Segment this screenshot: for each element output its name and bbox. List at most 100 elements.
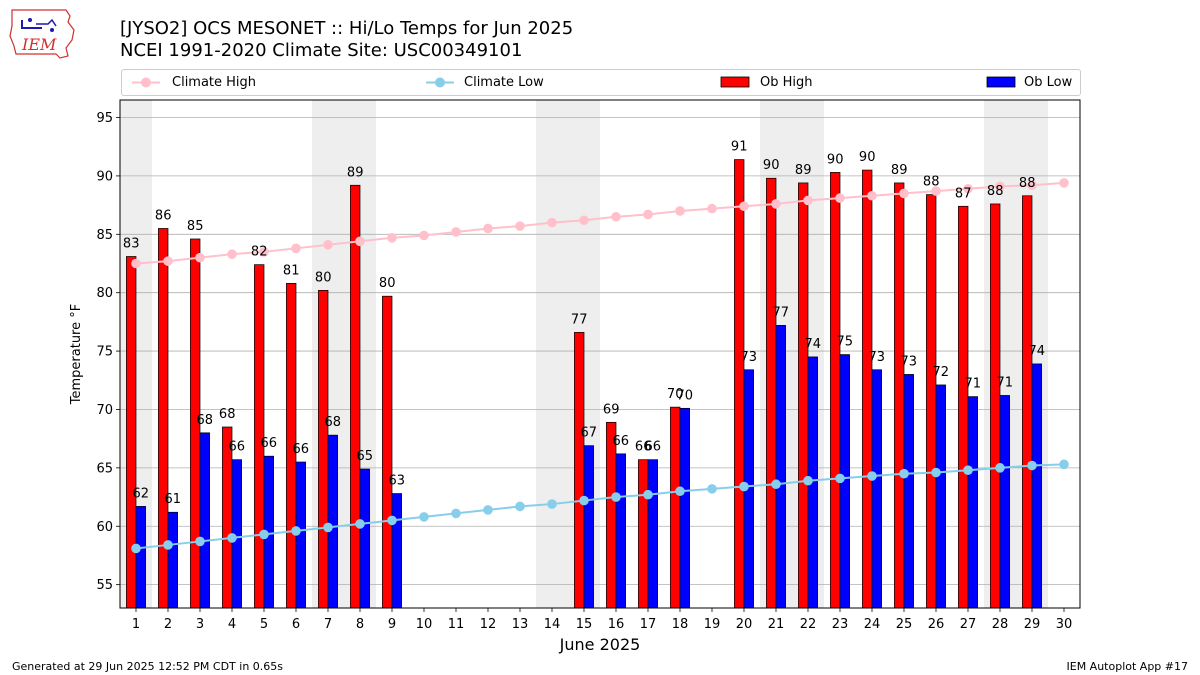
ob-high-bar — [990, 203, 1001, 608]
x-tick-label: 26 — [928, 617, 945, 632]
ob-high-bar — [318, 290, 329, 608]
climate-low-point — [1059, 459, 1069, 470]
ob-low-label: 77 — [773, 305, 790, 320]
climate-low-point — [771, 479, 781, 490]
ob-low-label: 71 — [965, 377, 982, 392]
ob-low-bar — [679, 407, 690, 608]
ob-low-label: 72 — [933, 365, 950, 380]
ob-low-bar — [359, 468, 370, 608]
climate-low-point — [419, 512, 429, 522]
climate-low-point — [163, 540, 173, 550]
ob-high-label: 86 — [155, 208, 172, 223]
climate-low-line — [135, 463, 1065, 550]
climate-high-point — [643, 209, 653, 220]
x-tick-label: 11 — [448, 617, 465, 632]
climate-low-point — [675, 486, 685, 497]
ob-high-bar — [862, 169, 873, 608]
ob-low-label: 67 — [581, 426, 598, 441]
climate-high-point — [419, 230, 429, 241]
ob-high-label: 89 — [347, 165, 364, 180]
ob-high-bar — [126, 256, 137, 608]
ob-high-bar — [798, 182, 809, 608]
x-tick-label: 7 — [324, 617, 332, 632]
ob-high-label: 89 — [795, 163, 812, 178]
climate-high-point — [195, 252, 205, 263]
climate-low-point — [835, 473, 845, 484]
ob-high-label: 89 — [891, 163, 908, 178]
ob-low-bar — [999, 395, 1010, 608]
ob-high-label: 66 — [635, 440, 652, 455]
climate-low-point — [931, 467, 941, 478]
climate-low-point — [579, 495, 589, 506]
ob-low-label: 73 — [901, 354, 918, 369]
climate-low-point — [995, 463, 1005, 473]
ob-low-bar — [135, 506, 146, 608]
climate-high-point — [579, 215, 589, 226]
ob-high-label: 88 — [923, 175, 940, 190]
climate-high-point — [515, 221, 525, 231]
x-tick-label: 2 — [164, 617, 172, 632]
climate-low-point — [803, 475, 813, 486]
climate-low-point — [867, 471, 877, 481]
plot-frame — [119, 99, 1081, 609]
climate-low-point — [963, 465, 973, 475]
x-tick-label: 13 — [512, 617, 529, 632]
climate-low-point — [547, 499, 557, 509]
climate-high-point — [323, 240, 333, 250]
ob-high-bar — [734, 159, 745, 608]
ob-low-bar — [967, 396, 978, 608]
y-tick-label: 95 — [96, 111, 113, 126]
ob-high-bar — [830, 172, 841, 608]
y-tick-label: 80 — [96, 286, 113, 301]
ob-high-bar — [894, 182, 905, 608]
climate-high-point — [739, 201, 749, 212]
x-tick-label: 3 — [196, 617, 204, 632]
climate-high-point — [227, 249, 237, 259]
ob-high-bar — [574, 332, 585, 608]
climate-high-line — [135, 181, 1065, 265]
legend-label: Ob High — [760, 75, 813, 90]
climate-high-point — [707, 203, 717, 214]
climate-high-point — [867, 190, 877, 201]
ob-low-label: 62 — [133, 486, 150, 501]
ob-low-label: 74 — [1029, 344, 1046, 359]
ob-high-label: 91 — [731, 140, 748, 155]
logo-text: IEM — [21, 35, 57, 54]
app-id: IEM Autoplot App #17 — [1066, 660, 1189, 673]
x-tick-label: 18 — [672, 617, 689, 632]
ob-high-label: 81 — [283, 263, 300, 278]
generated-note: Generated at 29 Jun 2025 12:52 PM CDT in… — [12, 660, 284, 673]
x-tick-label: 4 — [228, 617, 236, 632]
ob-high-bar — [350, 184, 361, 608]
ob-high-label: 82 — [251, 245, 268, 260]
climate-low-point — [611, 492, 621, 502]
climate-low-point — [643, 489, 653, 500]
x-tick-label: 17 — [640, 617, 657, 632]
x-tick-label: 9 — [388, 617, 396, 632]
ob-low-bar — [583, 445, 594, 608]
y-axis-label: Temperature °F — [69, 304, 84, 405]
ob-high-label: 80 — [379, 276, 396, 291]
climate-high-point — [771, 199, 781, 209]
x-tick-label: 6 — [292, 617, 300, 632]
climate-high-point — [483, 223, 493, 234]
x-tick-label: 8 — [356, 617, 364, 632]
ob-high-bar — [1022, 195, 1033, 608]
y-tick-label: 55 — [96, 578, 113, 593]
climate-high-point — [291, 243, 301, 254]
x-tick-label: 28 — [992, 617, 1009, 632]
ob-low-bar — [1031, 363, 1042, 608]
ob-high-bar — [926, 194, 937, 608]
ob-low-label: 73 — [741, 350, 758, 365]
ob-low-label: 73 — [869, 350, 886, 365]
ob-high-label: 83 — [123, 236, 140, 251]
y-tick-label: 75 — [96, 345, 113, 360]
climate-low-point — [1027, 460, 1037, 471]
x-tick-label: 20 — [736, 617, 753, 632]
ob-low-bar — [327, 434, 338, 608]
climate-low-point — [195, 536, 205, 547]
climate-high-point — [259, 247, 269, 257]
climate-low-point — [387, 515, 397, 526]
legend-label: Climate Low — [464, 75, 544, 90]
ob-low-label: 71 — [997, 375, 1014, 390]
